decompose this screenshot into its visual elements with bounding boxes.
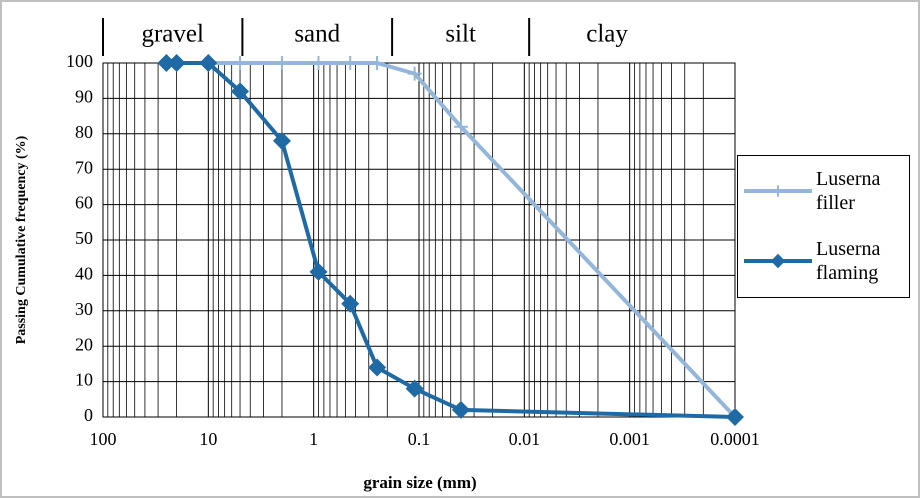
plus-marker: [370, 56, 385, 70]
diamond-marker: [451, 400, 470, 419]
zone-label: silt: [445, 21, 476, 48]
legend-entry: Luserna filler: [738, 156, 909, 226]
diamond-marker: [272, 131, 291, 150]
zone-label: clay: [586, 21, 628, 48]
x-axis-title: grain size (mm): [363, 473, 476, 492]
x-tick-label: 0.0001: [710, 429, 760, 449]
y-tick-label: 40: [75, 264, 93, 284]
diamond-marker: [405, 379, 424, 398]
legend-swatch: [744, 253, 812, 269]
diamond-marker: [167, 54, 186, 72]
y-tick-label: 50: [75, 228, 93, 248]
legend-label: Luserna flaming: [816, 238, 881, 284]
y-tick-label: 80: [75, 122, 93, 142]
y-tick-label: 100: [66, 51, 93, 71]
plot-area: [102, 62, 736, 418]
y-tick-label: 30: [75, 299, 93, 319]
y-tick-label: 10: [75, 370, 93, 390]
plus-marker: [233, 56, 248, 70]
diamond-marker: [309, 262, 328, 281]
diamond-marker: [726, 408, 744, 426]
legend-swatch: [744, 185, 812, 197]
y-tick-label: 90: [75, 87, 93, 107]
y-tick-label: 70: [75, 157, 93, 177]
plus-marker: [772, 185, 784, 197]
plus-marker: [311, 56, 326, 70]
x-tick-label: 100: [90, 429, 117, 449]
plus-marker: [274, 56, 289, 70]
y-tick-label: 0: [84, 405, 93, 425]
legend-entry: Luserna flaming: [738, 226, 909, 296]
legend: Luserna filler Luserna flaming: [737, 155, 910, 298]
y-tick-label: 20: [75, 334, 93, 354]
x-tick-label: 10: [199, 429, 217, 449]
zone-label: gravel: [141, 21, 204, 48]
diamond-marker: [231, 82, 250, 101]
x-tick-label: 1: [309, 429, 318, 449]
diamond-marker: [199, 54, 218, 72]
diamond-marker: [770, 253, 786, 269]
x-tick-label: 0.01: [509, 429, 541, 449]
plus-marker: [407, 66, 422, 81]
plus-marker: [343, 56, 358, 70]
diamond-marker: [341, 294, 360, 313]
x-tick-label: 0.001: [609, 429, 650, 449]
diamond-marker: [368, 358, 387, 377]
y-axis-title: Passing Cumulative frequency (%): [14, 135, 29, 344]
legend-label: Luserna filler: [816, 168, 881, 214]
y-tick-label: 60: [75, 193, 93, 213]
x-tick-label: 0.1: [408, 429, 431, 449]
diamond-marker: [157, 54, 176, 72]
zone-label: sand: [294, 21, 340, 48]
plus-marker: [453, 119, 468, 134]
